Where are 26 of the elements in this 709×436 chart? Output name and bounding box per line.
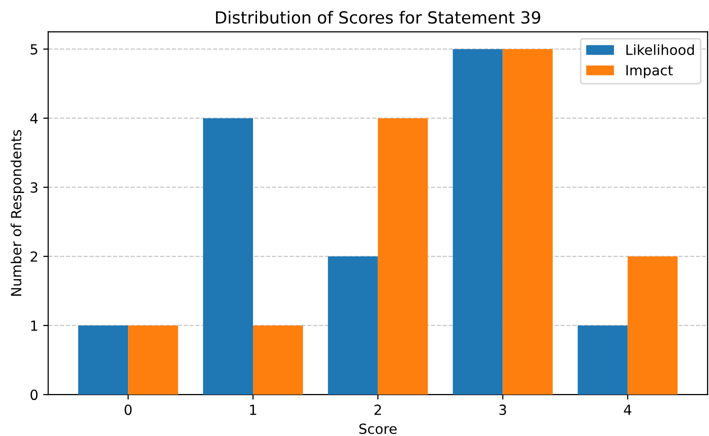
x-axis-title: Score xyxy=(359,424,397,434)
bar xyxy=(578,325,628,395)
x-tick-label: 3 xyxy=(499,404,506,416)
legend-label: Impact xyxy=(626,65,673,78)
y-tick-label: 5 xyxy=(30,44,38,55)
bar xyxy=(378,118,428,395)
y-tick-label: 3 xyxy=(30,182,38,193)
y-tick-label: 4 xyxy=(30,113,38,124)
bar xyxy=(253,325,303,395)
bar xyxy=(502,49,553,395)
bar xyxy=(78,325,128,395)
bar xyxy=(452,49,503,395)
bar xyxy=(328,256,378,395)
x-tick-label: 0 xyxy=(124,404,132,416)
x-tick-label: 2 xyxy=(374,404,381,415)
y-tick-label: 1 xyxy=(31,320,38,331)
bar xyxy=(203,118,254,395)
bar xyxy=(128,325,178,395)
x-tick-label: 1 xyxy=(250,404,256,415)
y-tick-label: 0 xyxy=(30,390,38,400)
y-axis-title: Number of Respondents xyxy=(10,130,24,296)
legend-label: Likelihood xyxy=(626,44,694,56)
y-tick-label: 2 xyxy=(30,251,38,262)
bar xyxy=(628,256,678,395)
chart-title: Distribution of Scores for Statement 39 xyxy=(216,10,540,24)
x-tick-label: 4 xyxy=(624,404,632,415)
